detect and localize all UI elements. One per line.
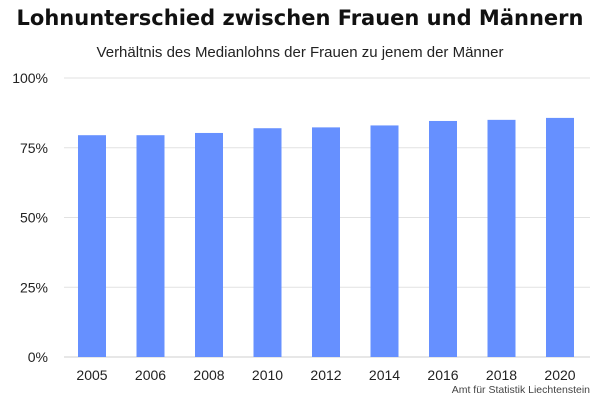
y-tick-label: 50%: [20, 210, 48, 226]
y-axis-ticks: 0% 25% 50% 75% 100%: [12, 70, 48, 365]
chart-subtitle: Verhältnis des Medianlohns der Frauen zu…: [96, 44, 504, 61]
x-tick-label: 2005: [76, 367, 107, 383]
source-note: Amt für Statistik Liechtenstein: [451, 384, 590, 396]
bar-2016: [429, 120, 457, 357]
x-tick-label: 2008: [193, 367, 224, 383]
x-axis-ticks: 2005 2006 2008 2010 2012 2014 2016 2018 2020: [76, 367, 575, 383]
bar-2014: [370, 125, 399, 358]
bar-2010: [253, 128, 282, 357]
bar-2006: [136, 135, 165, 357]
x-tick-label: 2006: [135, 367, 166, 383]
bars: [78, 117, 574, 358]
bar-2005: [78, 135, 106, 357]
chart-title: Lohnunterschied zwischen Frauen und Männ…: [16, 6, 584, 30]
y-tick-label: 100%: [12, 70, 48, 86]
y-tick-label: 75%: [20, 140, 48, 156]
bar-2008: [195, 132, 223, 357]
y-tick-label: 0%: [28, 349, 48, 365]
y-tick-label: 25%: [20, 279, 48, 295]
bar-2012: [312, 127, 340, 358]
x-tick-label: 2020: [544, 367, 575, 383]
x-tick-label: 2012: [310, 367, 341, 383]
bar-2018: [487, 119, 516, 357]
x-tick-label: 2014: [369, 367, 400, 383]
x-tick-label: 2016: [427, 367, 458, 383]
x-tick-label: 2010: [252, 367, 283, 383]
x-tick-label: 2018: [486, 367, 517, 383]
bar-2020: [546, 117, 574, 357]
